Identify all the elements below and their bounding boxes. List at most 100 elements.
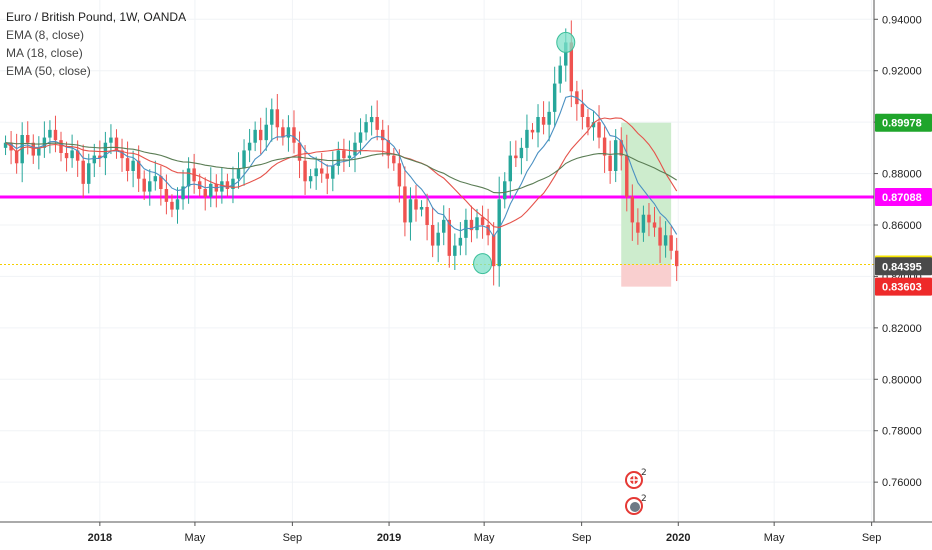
candle-body — [408, 199, 413, 223]
candle-body — [14, 150, 19, 164]
candle-body — [175, 199, 180, 210]
candle-body — [159, 176, 163, 189]
candle-body — [397, 163, 402, 187]
price-tag-bg — [875, 188, 932, 207]
price-tag-label: 0.83603 — [882, 282, 922, 294]
candle-body — [81, 160, 85, 184]
candle-body — [325, 173, 329, 179]
candle-body — [42, 137, 47, 148]
horizontal-lines[interactable] — [0, 195, 874, 265]
candle-body — [530, 129, 535, 133]
candle-body — [558, 65, 562, 84]
x-tick-label: May — [764, 532, 785, 544]
candle-body — [109, 137, 113, 143]
candle-body — [381, 129, 385, 141]
candle-body — [87, 163, 91, 184]
candle-body — [519, 147, 524, 159]
candle-body — [181, 186, 185, 200]
candle-body — [120, 150, 124, 159]
candle-body — [569, 42, 574, 92]
legend: Euro / British Pound, 1W, OANDA EMA (8, … — [6, 8, 186, 80]
candle-body — [292, 127, 296, 143]
x-tick-label: May — [185, 532, 206, 544]
pivot-highlight-circle — [473, 253, 493, 275]
y-tick-label: 0.78000 — [882, 426, 922, 438]
candle-body — [369, 117, 374, 123]
candle-body — [203, 189, 207, 197]
candle-body — [447, 219, 452, 256]
x-tick-label: May — [474, 532, 495, 544]
y-tick-label: 0.92000 — [882, 66, 922, 78]
price-tag-bg — [875, 257, 932, 276]
candle-body — [148, 181, 152, 192]
candle-body — [536, 117, 540, 133]
indicator-ema50-label[interactable]: EMA (50, close) — [6, 64, 91, 78]
candle-body — [170, 201, 174, 210]
y-tick-label: 0.76000 — [882, 477, 922, 489]
candle-body — [275, 109, 280, 128]
candle-body — [225, 181, 230, 189]
candle-body — [164, 189, 169, 202]
y-tick-label: 0.88000 — [882, 169, 922, 181]
position-zones[interactable] — [621, 122, 672, 287]
highlight-markers — [473, 31, 576, 275]
ema50-line — [5, 142, 677, 194]
candle-body — [514, 155, 518, 159]
candle-body — [153, 176, 158, 182]
candle-body — [641, 214, 646, 233]
candle-body — [264, 124, 268, 141]
candle-body — [342, 150, 346, 159]
price-tag-bg — [875, 113, 932, 132]
candle-body — [497, 199, 501, 267]
candle-body — [375, 117, 379, 130]
x-tick-label: Sep — [283, 532, 303, 544]
candle-body — [458, 237, 463, 246]
candle-body — [258, 129, 263, 141]
y-tick-label: 0.94000 — [882, 14, 922, 26]
y-tick-label: 0.80000 — [882, 374, 922, 386]
indicator-ma18-label[interactable]: MA (18, close) — [6, 46, 83, 60]
candle-body — [364, 122, 368, 133]
price-tag-label: 0.89978 — [882, 118, 922, 130]
candle-body — [541, 117, 546, 125]
candle-body — [613, 140, 618, 171]
candle-body — [48, 129, 52, 138]
stop-zone — [621, 264, 672, 287]
indicator-lines — [5, 95, 678, 238]
candle-body — [31, 142, 35, 156]
indicator-ema8-label[interactable]: EMA (8, close) — [6, 28, 85, 42]
candle-body — [547, 111, 551, 125]
candle-body — [209, 183, 213, 197]
candlestick-series — [3, 20, 679, 287]
candle-body — [247, 142, 252, 151]
candle-body — [669, 235, 673, 251]
symbol-title[interactable]: Euro / British Pound, 1W, OANDA — [6, 10, 187, 24]
candle-body — [403, 186, 407, 223]
x-tick-label: 2019 — [377, 532, 401, 544]
candle-body — [392, 155, 396, 164]
ma18-line — [5, 117, 678, 228]
candle-body — [286, 127, 291, 138]
candle-body — [414, 199, 418, 210]
candle-body — [59, 140, 63, 153]
candle-body — [358, 132, 363, 143]
candle-body — [658, 227, 662, 246]
candle-body — [480, 217, 485, 225]
candle-body — [625, 155, 629, 197]
candle-body — [336, 150, 341, 166]
candle-body — [53, 129, 58, 141]
candle-body — [503, 181, 507, 200]
flag-event-icon — [625, 497, 643, 515]
economic-event-1[interactable]: 2 — [624, 468, 647, 492]
economic-event-2[interactable]: 2 — [624, 494, 647, 518]
candle-body — [386, 140, 390, 156]
candle-body — [331, 165, 335, 179]
candle-body — [303, 160, 307, 182]
candle-body — [114, 137, 119, 151]
candle-body — [314, 168, 318, 177]
candle-body — [3, 142, 8, 148]
candle-body — [508, 155, 513, 182]
